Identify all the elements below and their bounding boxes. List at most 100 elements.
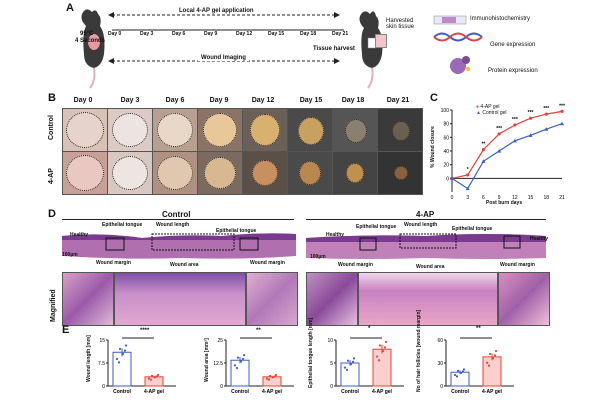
c-sig-label: ***: [543, 106, 549, 112]
c-xtick-label: 12: [512, 195, 518, 201]
gel-application-label: Local 4-AP gel application: [176, 8, 257, 14]
c-xtick-label: 15: [528, 195, 534, 201]
c-point-control: [560, 121, 564, 126]
wound-photo-control-d6: [152, 108, 198, 152]
wound-photo-control-d18: [332, 108, 378, 152]
wound-imaging-label: Wound Imaging: [198, 55, 249, 61]
c-point-4ap: [544, 112, 548, 116]
e-datapoint: [375, 355, 379, 358]
e-datapoint: [123, 349, 127, 352]
e-datapoint: [488, 352, 492, 356]
e-bar-1: [482, 356, 502, 387]
e4-ylabel: No of hair follicles [wound margin]: [416, 309, 422, 392]
magnified-control-margin-right: [246, 272, 298, 326]
control-epithelial-tongue-left: Epithelial tongue: [102, 222, 143, 228]
mouse-illustration-left: [81, 9, 105, 89]
duration-label: 4 Seconds: [75, 38, 106, 44]
e-bar-0: [112, 351, 132, 387]
e-datapoint: [268, 374, 272, 377]
e-datapoint: [349, 363, 353, 366]
e-datapoint: [153, 376, 157, 379]
control-wound-length-label: Wound length: [156, 222, 190, 228]
e-ytick-label: 5: [330, 361, 333, 367]
control-epithelial-tongue-right: Epithelial tongue: [216, 228, 257, 234]
bar-chart-wound-length: 0 7.5 15 Control 4-AP gel: [96, 330, 196, 400]
e-datapoint: [147, 377, 151, 380]
4ap-wound-area-label: Wound area: [416, 264, 445, 270]
e-category-label: Control: [341, 389, 359, 395]
c-series-line-0: [451, 110, 563, 179]
photo-day-18: Day 18: [341, 97, 365, 104]
e-datapoint: [155, 375, 159, 378]
c-xtick-label: 6: [482, 195, 485, 201]
e-datapoint: [345, 368, 349, 371]
bar-chart-hair-follicles: 0 30 60 Control 4-AP gel: [434, 330, 534, 400]
ihc-slide-icon: [433, 15, 467, 25]
c-ytick-label: 0: [446, 176, 449, 182]
control-scale-bar: 100µm: [62, 252, 78, 258]
timeline-day-21: Day 21: [332, 31, 349, 37]
temp-label: 95°C: [80, 31, 94, 37]
e-datapoint: [459, 371, 463, 374]
e-datapoint: [241, 357, 245, 361]
e-category-label: Control: [113, 389, 131, 395]
photo-day-15: Day 15: [299, 97, 323, 104]
e-datapoint: [493, 354, 497, 357]
e-datapoint: [235, 366, 239, 370]
e-datapoint: [456, 369, 460, 372]
e-datapoint: [455, 375, 459, 378]
harvested-skin-label: Harvested skin tissue: [386, 18, 415, 30]
tissue-harvest-label: Tissue harvest: [313, 46, 355, 52]
protein-expression-label: Protein expression: [488, 68, 538, 74]
legend-4ap-gel: 4-AP gel: [480, 104, 500, 110]
photo-day-0: Day 0: [73, 97, 93, 104]
e-bar-0: [230, 359, 250, 387]
c-sig-label: ***: [528, 110, 534, 116]
e-datapoint: [381, 349, 385, 353]
e1-sig: ****: [140, 328, 150, 334]
bar-chart-wound-area: 0 12.5 25 Control 4-AP gel: [213, 330, 314, 400]
e3-ylabel: Epithelial tongue length [mm]: [308, 317, 314, 388]
c-point-4ap: [466, 173, 470, 177]
4ap-histology-strip: [306, 233, 546, 259]
c-sig-label: ***: [559, 103, 565, 109]
e-ytick-label: 60: [437, 338, 443, 344]
harvested-tissue-icon: [375, 34, 387, 48]
e-datapoint: [351, 360, 355, 363]
e-datapoint: [118, 347, 122, 350]
magnified-control-margin-left: [62, 272, 114, 326]
e-ytick-label: 0: [440, 384, 443, 390]
panel-c-label: C: [430, 92, 438, 104]
panel-b-label: B: [48, 92, 56, 104]
e-datapoint: [121, 352, 125, 356]
e-datapoint: [242, 353, 246, 357]
wound-imaging-arrow: [108, 58, 340, 64]
c-sig-label: *: [467, 167, 469, 173]
panel-a-label: A: [66, 2, 74, 14]
protein-icon: [450, 56, 470, 74]
timeline-day-15: Day 15: [268, 31, 285, 37]
wound-photo-control-d9: [197, 108, 243, 152]
wound-photo-control-d12: [242, 108, 288, 152]
magnified-4ap-margin-right: [498, 272, 550, 326]
4ap-healthy-right: Healthy: [530, 236, 549, 242]
timeline-day-18: Day 18: [300, 31, 317, 37]
e-datapoint: [115, 357, 119, 361]
e-datapoint: [384, 340, 388, 343]
e-ytick-label: 0: [220, 384, 223, 390]
wound-photo-4ap-d21: [377, 151, 423, 195]
c-point-control: [497, 149, 502, 153]
chart-c-xlabel: Post burn days: [486, 200, 523, 206]
dna-helix-icon: [433, 32, 483, 42]
e-datapoint: [346, 359, 350, 362]
4ap-healthy-left: Healthy: [326, 232, 345, 238]
e-datapoint: [487, 364, 491, 367]
e-category-label: 4-AP gel: [144, 389, 165, 395]
wound-photo-4ap-d15: [287, 151, 333, 195]
e-ytick-label: 30: [437, 361, 443, 367]
e-datapoint: [491, 357, 495, 360]
c-series-line-1: [451, 123, 563, 190]
photo-day-6: Day 6: [165, 97, 185, 104]
timeline-day-12: Day 12: [236, 31, 253, 37]
e-datapoint: [273, 375, 277, 378]
